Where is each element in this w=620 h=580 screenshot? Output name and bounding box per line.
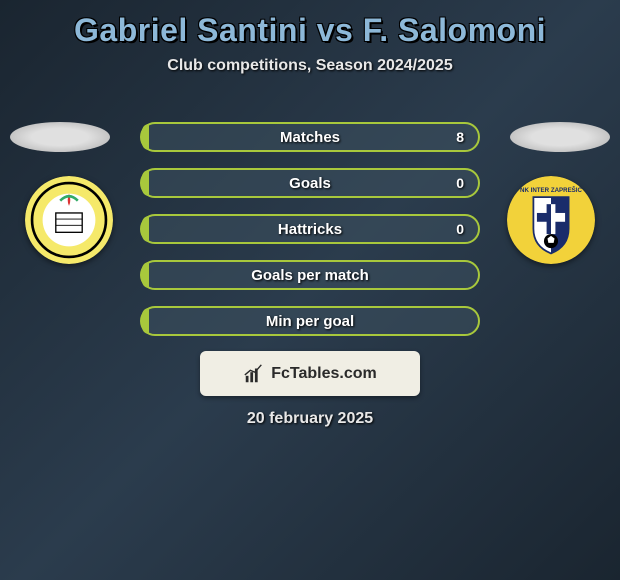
stat-bar: Goals per match — [140, 260, 480, 290]
stat-value: 0 — [456, 221, 464, 237]
stat-bar-fill — [142, 262, 149, 288]
page-title: Gabriel Santini vs F. Salomoni — [0, 0, 620, 49]
stat-bar-fill — [142, 308, 149, 334]
stat-label: Min per goal — [266, 313, 354, 330]
player-avatar-left-placeholder — [10, 122, 110, 152]
stat-bar-fill — [142, 170, 149, 196]
watermark: FcTables.com — [200, 351, 420, 396]
stats-container: Matches 8 Goals 0 Hattricks 0 Goals per match M… — [140, 122, 480, 352]
stat-value: 0 — [456, 175, 464, 191]
ittihad-crest-icon — [25, 176, 113, 264]
stat-label: Hattricks — [278, 221, 342, 238]
stat-label: Goals per match — [251, 267, 369, 284]
player-avatar-right-placeholder — [510, 122, 610, 152]
svg-text:NK INTER ZAPREŠIĆ: NK INTER ZAPREŠIĆ — [520, 186, 582, 194]
club-crest-right: NK INTER ZAPREŠIĆ — [507, 176, 595, 264]
stat-value: 8 — [456, 129, 464, 145]
club-crest-left — [25, 176, 113, 264]
date-label: 20 february 2025 — [0, 410, 620, 428]
stat-bar: Goals 0 — [140, 168, 480, 198]
stat-label: Matches — [280, 129, 340, 146]
watermark-text: FcTables.com — [271, 365, 377, 383]
stat-bar: Matches 8 — [140, 122, 480, 152]
stat-bar: Hattricks 0 — [140, 214, 480, 244]
stat-bar-fill — [142, 216, 149, 242]
stat-bar: Min per goal — [140, 306, 480, 336]
stat-label: Goals — [289, 175, 331, 192]
chart-icon — [243, 363, 265, 385]
inter-zapresic-crest-icon: NK INTER ZAPREŠIĆ — [507, 176, 595, 264]
stat-bar-fill — [142, 124, 149, 150]
page-subtitle: Club competitions, Season 2024/2025 — [0, 57, 620, 75]
